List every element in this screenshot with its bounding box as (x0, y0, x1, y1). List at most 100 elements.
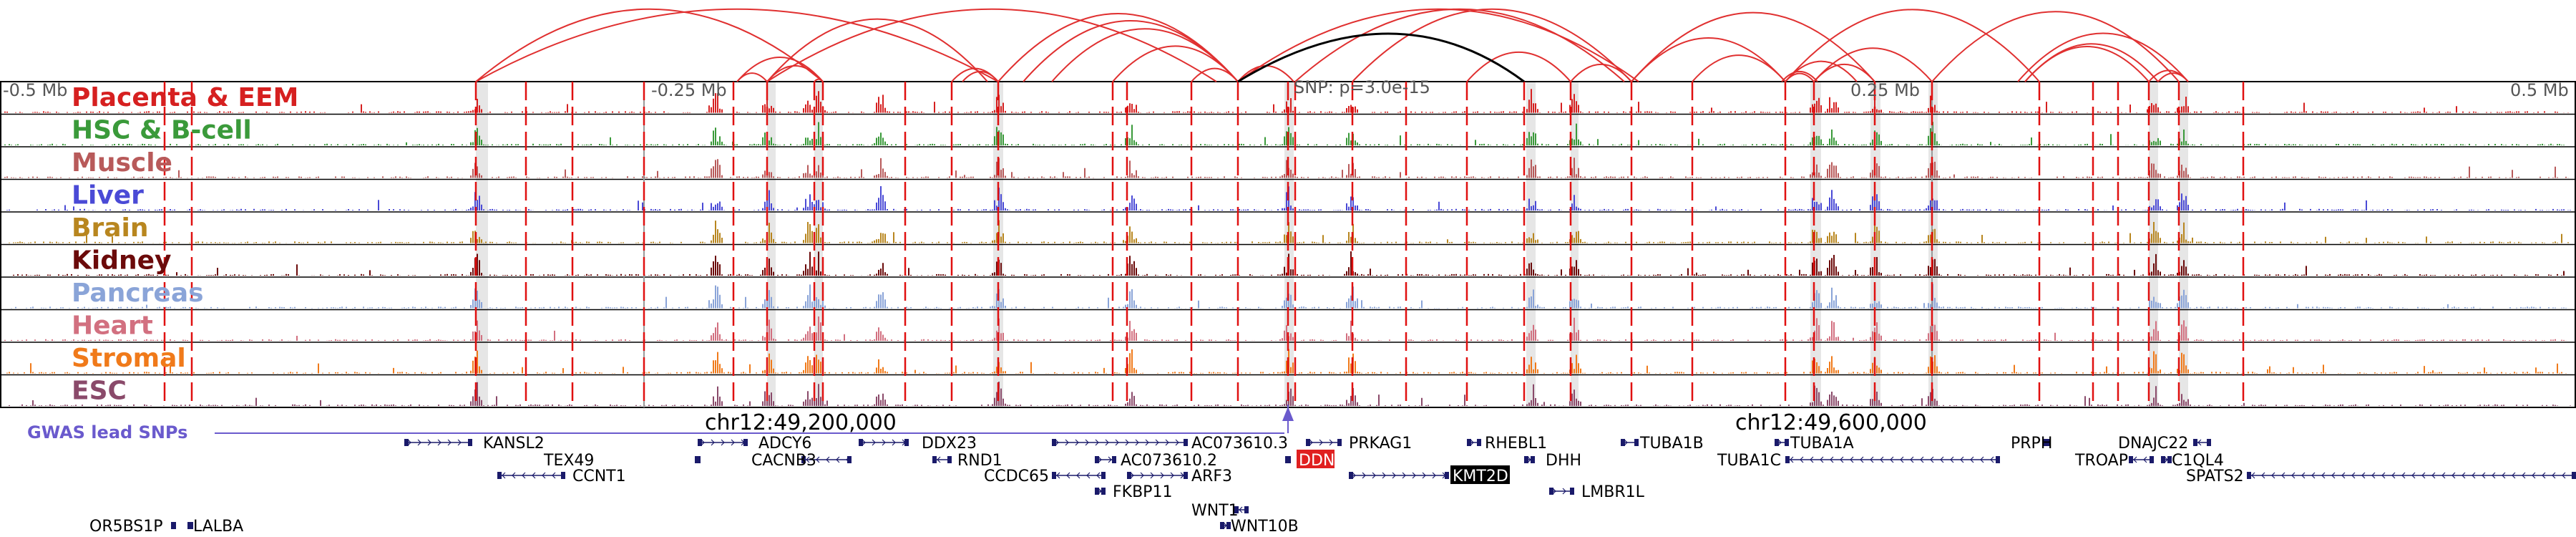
gene-exon (1184, 472, 1188, 479)
gene-label-prph: PRPH (2011, 435, 2052, 453)
gene-label-rnd1: RND1 (957, 452, 1002, 470)
gene-strand-chevrons (1239, 506, 1243, 513)
gene-exon (1349, 472, 1353, 479)
gene-exon (468, 439, 472, 446)
gene-label-tex49: TEX49 (543, 452, 594, 470)
chromatin-loop (1692, 54, 1786, 82)
chromatin-loop (475, 8, 824, 82)
chromatin-loop (814, 78, 824, 82)
gene-exon (1220, 522, 1224, 529)
gene-exon (1477, 439, 1481, 446)
gene-strand-chevrons (2133, 456, 2147, 463)
track-label-esc: ESC (72, 377, 127, 406)
gene-label-ccdc65: CCDC65 (984, 468, 1049, 485)
gene-strand-chevrons (1790, 456, 1994, 463)
gene-label-tuba1a: TUBA1A (1790, 435, 1854, 453)
gene-exon (1996, 456, 2000, 463)
gene-label-dhh: DHH (1546, 452, 1581, 470)
gene-exon (947, 456, 952, 463)
lead-snp-loop (1237, 32, 1525, 83)
gene-label-tuba1c: TUBA1C (1717, 452, 1781, 470)
gene-exon (171, 522, 175, 529)
gene-exon (1634, 439, 1639, 446)
chromatin-loop (2024, 45, 2150, 82)
gene-exon (1127, 472, 1131, 479)
chromatin-loop (1631, 37, 1786, 82)
gene-exon (1775, 439, 1779, 446)
gene-exon (497, 472, 502, 479)
gene-label-lalba: LALBA (193, 518, 243, 536)
gene-exon (1226, 522, 1231, 529)
gene-label-spats2: SPATS2 (2186, 468, 2244, 485)
gene-exon (2207, 439, 2211, 446)
gene-exon (1531, 456, 1535, 463)
chromatin-loop (1781, 71, 1818, 82)
gene-strand-chevrons (1777, 439, 1782, 446)
signal-placenta-eem (4, 89, 2569, 113)
chromatin-loop (766, 18, 988, 82)
chromatin-loop (1813, 64, 1875, 82)
gene-exon (847, 456, 852, 463)
gene-exon (1785, 439, 1789, 446)
gene-label-kmt2d: KMT2D (1453, 468, 1508, 485)
gene-label-prkag1: PRKAG1 (1349, 435, 1412, 453)
chromatin-loop (1237, 65, 1294, 82)
gene-highlight-kmt2d (1450, 465, 1510, 484)
signal-muscle (4, 158, 2569, 178)
gene-exon (904, 439, 909, 446)
track-label-liver: Liver (72, 181, 144, 211)
chromatin-loop (1785, 9, 2040, 82)
gene-label-dnajc22: DNAJC22 (2118, 435, 2188, 453)
gene-exon (404, 439, 409, 446)
gene-exon (2150, 456, 2154, 463)
track-label-pancreas: Pancreas (72, 279, 204, 308)
gene-strand-chevrons (2251, 472, 2566, 479)
gene-exon (1244, 506, 1249, 513)
gwas-snp-marker (1282, 407, 1294, 421)
signal-stromal (6, 349, 2567, 374)
gene-exon (1285, 456, 1291, 463)
gene-exon (1524, 456, 1528, 463)
gene-exon (859, 439, 863, 446)
snp-label: SNP: p=3.0e-15 (1294, 77, 1430, 97)
gene-strand-chevrons (1309, 439, 1333, 446)
signal-hsc-b-cell (4, 122, 2565, 145)
gene-exon (1112, 456, 1116, 463)
gene-label-c1ql4: C1QL4 (2172, 452, 2224, 470)
gene-label-ddn: DDN (1299, 452, 1335, 470)
track-label-muscle: Muscle (72, 148, 172, 178)
gene-exon (1337, 439, 1342, 446)
gene-strand-chevrons (1470, 439, 1474, 446)
gene-exon (189, 522, 193, 529)
gene-exon (1570, 488, 1574, 495)
chromatin-loop (1466, 51, 1571, 82)
scale-label-mid-right: 0.25 Mb (1850, 80, 1920, 100)
gene-exon (1095, 456, 1099, 463)
gene-exon (2167, 456, 2172, 463)
gene-label-wnt1: WNT1 (1191, 502, 1239, 520)
gene-strand-chevrons (862, 439, 906, 446)
gwas-label: GWAS lead SNPs (27, 422, 187, 442)
track-label-hsc-b-cell: HSC & B-cell (72, 116, 252, 145)
chromatin-loop (1294, 8, 1625, 82)
track-label-heart: Heart (72, 311, 153, 341)
gene-strand-chevrons (1624, 439, 1628, 446)
gene-label-wnt10b: WNT10B (1231, 518, 1299, 536)
gene-label-fkbp11: FKBP11 (1113, 483, 1172, 501)
chromatin-loop (1813, 47, 1933, 82)
chromatin-loop (1112, 45, 1239, 82)
gene-exon (695, 456, 701, 463)
gene-exon (1052, 439, 1056, 446)
gene-strand-chevrons (806, 456, 850, 463)
scale-label-mid-left: -0.25 Mb (651, 80, 727, 100)
chromatin-loop (1570, 64, 1632, 82)
gene-exon (698, 439, 702, 446)
gene-exon (801, 456, 806, 463)
gene-label-ccnt1: CCNT1 (572, 468, 626, 485)
gene-exon (2129, 456, 2133, 463)
gene-strand-chevrons (407, 439, 462, 446)
gene-strand-chevrons (1352, 472, 1446, 479)
gene-label-ddx23: DDX23 (922, 435, 977, 453)
chromatin-loop (1931, 11, 2180, 82)
